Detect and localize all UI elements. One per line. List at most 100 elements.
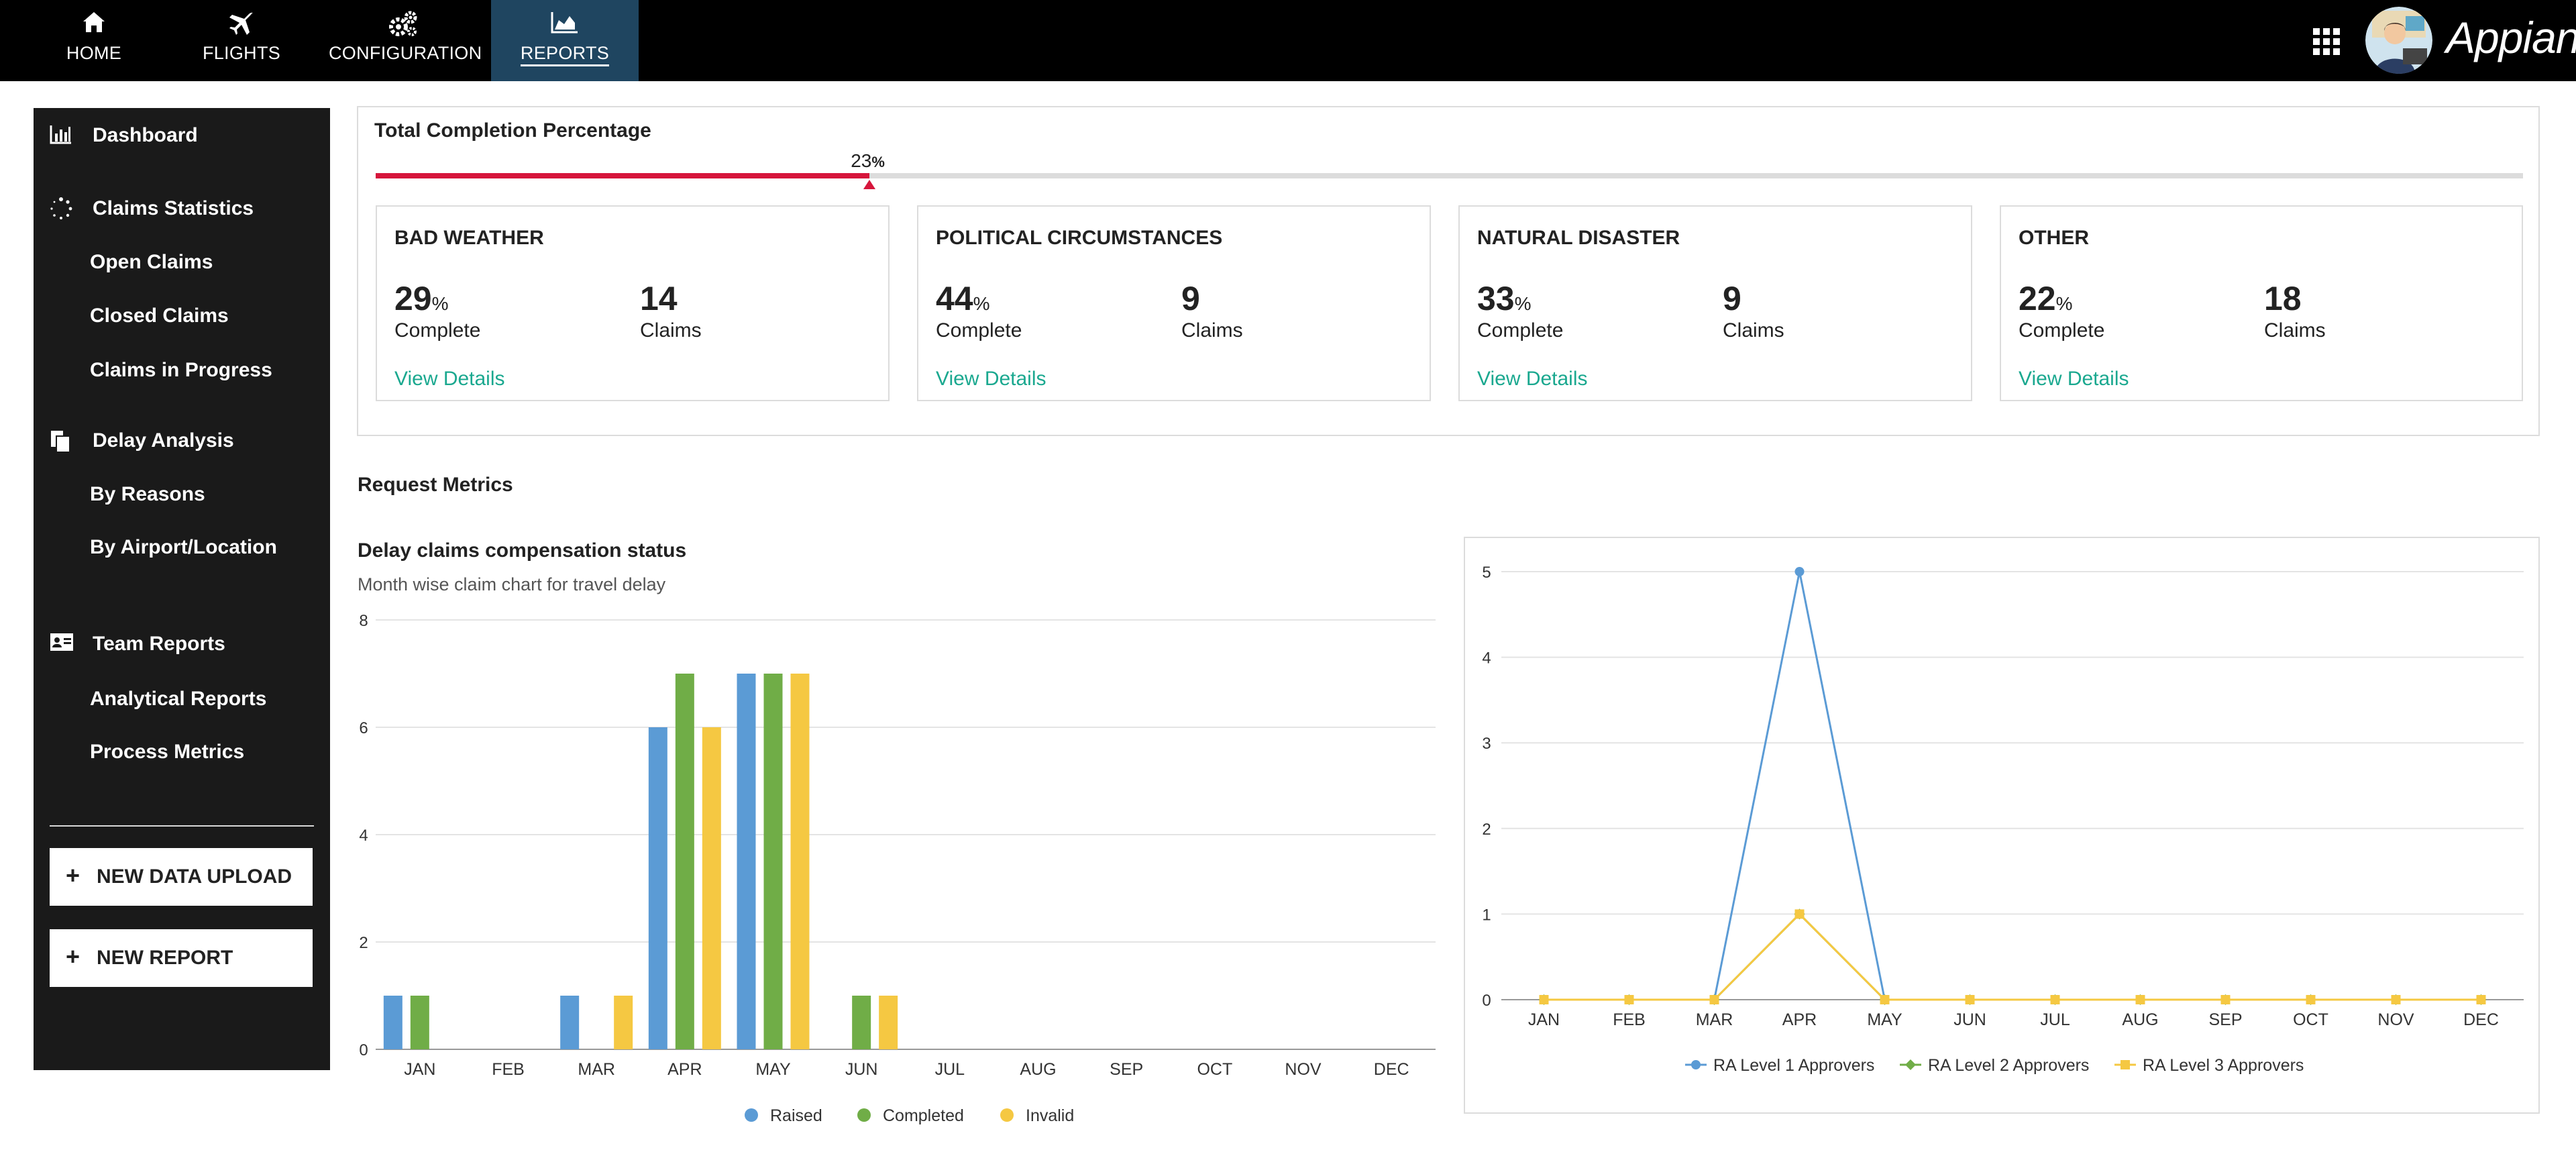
gears-icon	[329, 11, 478, 38]
spinner-icon	[50, 197, 74, 221]
line-x-tick-label: APR	[1782, 1010, 1817, 1029]
id-card-icon	[50, 633, 74, 657]
percent-unit: %	[973, 293, 990, 314]
line-point-ra-level-1-approvers	[1794, 567, 1805, 576]
line-y-tick-label: 2	[1482, 821, 1491, 839]
claims-label: Claims	[1723, 319, 1784, 341]
completion-value: 23	[851, 150, 872, 171]
bar-raised	[383, 996, 402, 1049]
claims-count: 9	[1181, 280, 1200, 317]
view-details-link[interactable]: View Details	[936, 368, 1046, 390]
sidebar-item-open-claims[interactable]: Open Claims	[34, 251, 330, 278]
sidebar-item-closed-claims[interactable]: Closed Claims	[34, 305, 330, 331]
legend-label-ra-level-2-approvers: RA Level 2 Approvers	[1928, 1056, 2089, 1075]
percent-unit: %	[1514, 293, 1532, 314]
nav-tab-label: FLIGHTS	[202, 43, 281, 63]
line-y-tick-label: 5	[1482, 564, 1491, 582]
nav-tab-reports[interactable]: REPORTS	[491, 0, 639, 81]
line-x-tick-label: JUL	[2040, 1010, 2070, 1029]
view-details-link[interactable]: View Details	[1477, 368, 1588, 390]
claims-label: Claims	[640, 319, 702, 341]
legend-marker-ra-level-2-approvers	[1905, 1059, 1916, 1070]
line-y-tick-label: 3	[1482, 735, 1491, 753]
sidebar-item-delay-analysis[interactable]: Delay Analysis	[34, 429, 330, 456]
bar-invalid	[879, 996, 898, 1049]
line-point-ra-level-3-approvers	[2391, 995, 2401, 1004]
sidebar-item-label: Team Reports	[93, 633, 225, 655]
category-card-bad-weather: BAD WEATHER 29% Complete 14 Claims View …	[376, 205, 890, 401]
bar-y-tick-label: 4	[359, 827, 368, 845]
percent-value: 22	[2019, 280, 2056, 317]
legend-label-ra-level-3-approvers: RA Level 3 Approvers	[2143, 1056, 2304, 1075]
top-navigation-bar: HOME FLIGHTS CONFIGURATION REPORTS	[0, 0, 2576, 81]
app-grid-icon[interactable]	[2313, 28, 2340, 55]
request-metrics-title: Request Metrics	[358, 474, 513, 496]
claims-count: 18	[2264, 280, 2302, 317]
completion-title: Total Completion Percentage	[374, 119, 651, 142]
nav-tab-home[interactable]: HOME	[47, 0, 141, 81]
bar-y-tick-label: 8	[359, 612, 368, 630]
completion-progress-fill	[376, 173, 870, 178]
bar-x-tick-label: JUN	[845, 1060, 878, 1079]
line-x-tick-label: MAR	[1696, 1010, 1733, 1029]
button-label: NEW REPORT	[97, 947, 233, 969]
nav-tab-configuration[interactable]: CONFIGURATION	[329, 0, 482, 81]
category-percent: 29%	[394, 279, 449, 318]
sidebar-item-dashboard[interactable]: Dashboard	[34, 124, 330, 151]
line-y-tick-label: 1	[1482, 906, 1491, 924]
legend-label-invalid: Invalid	[1026, 1106, 1074, 1125]
bar-x-tick-label: MAR	[578, 1060, 615, 1079]
category-name: POLITICAL CIRCUMSTANCES	[936, 227, 1223, 249]
new-report-button[interactable]: + NEW REPORT	[50, 929, 313, 987]
bar-x-tick-label: FEB	[492, 1060, 525, 1079]
user-avatar-icon[interactable]	[2365, 7, 2432, 74]
bar-x-tick-label: JUL	[935, 1060, 965, 1079]
line-series-ra-level-1-approvers	[1544, 571, 2481, 1001]
category-card-natural-disaster: NATURAL DISASTER 33% Complete 9 Claims V…	[1458, 205, 1972, 401]
percent-value: 29	[394, 280, 432, 317]
bar-chart: 0 2 4 6 8 JAN FEB MAR APR MAY JUN JUL AUG SEP OCT NOV DE…	[359, 612, 1436, 1125]
sidebar-item-process-metrics[interactable]: Process Metrics	[34, 741, 330, 768]
nav-tab-flights[interactable]: FLIGHTS	[195, 0, 288, 81]
bar-completed	[763, 674, 783, 1049]
line-point-ra-level-3-approvers	[1709, 995, 1719, 1004]
line-point-ra-level-3-approvers	[1965, 995, 1975, 1004]
bar-chart-subtitle: Month wise claim chart for travel delay	[358, 574, 666, 594]
bar-x-tick-label: APR	[667, 1060, 702, 1079]
sidebar-item-label: Process Metrics	[90, 741, 245, 763]
bar-chart-icon	[50, 124, 74, 148]
bar-x-tick-label: NOV	[1285, 1060, 1322, 1079]
category-percent: 22%	[2019, 279, 2073, 318]
bar-x-tick-label: MAY	[755, 1060, 791, 1079]
line-point-ra-level-3-approvers	[2050, 995, 2060, 1004]
line-point-ra-level-3-approvers	[2135, 995, 2145, 1004]
percent-value: 44	[936, 280, 973, 317]
sidebar-item-team-reports[interactable]: Team Reports	[34, 633, 330, 660]
complete-label: Complete	[936, 319, 1022, 341]
legend-marker-invalid	[1000, 1108, 1014, 1122]
view-details-link[interactable]: View Details	[2019, 368, 2129, 390]
line-series-ra-level-3-approvers	[1544, 912, 2481, 1001]
sidebar-item-by-reasons[interactable]: By Reasons	[34, 483, 330, 510]
button-label: NEW DATA UPLOAD	[97, 865, 292, 888]
sidebar-item-by-airport-location[interactable]: By Airport/Location	[34, 536, 330, 563]
progress-pointer-icon	[863, 180, 876, 189]
sidebar: Dashboard Claims Statistics Open Claims …	[34, 108, 330, 1070]
line-point-ra-level-3-approvers	[2220, 995, 2231, 1004]
sidebar-item-analytical-reports[interactable]: Analytical Reports	[34, 688, 330, 715]
bar-x-tick-label: AUG	[1020, 1060, 1056, 1079]
sidebar-item-claims-statistics[interactable]: Claims Statistics	[34, 197, 330, 224]
sidebar-item-claims-in-progress[interactable]: Claims in Progress	[34, 359, 330, 386]
completion-value-label: 23%	[851, 150, 885, 172]
line-point-ra-level-3-approvers	[2306, 995, 2316, 1004]
bar-invalid	[614, 996, 633, 1049]
new-data-upload-button[interactable]: + NEW DATA UPLOAD	[50, 848, 313, 906]
line-point-ra-level-3-approvers	[1794, 909, 1805, 919]
area-chart-icon	[491, 11, 639, 38]
sidebar-divider	[50, 825, 314, 827]
bar-y-tick-label: 6	[359, 719, 368, 737]
view-details-link[interactable]: View Details	[394, 368, 505, 390]
category-card-political-circumstances: POLITICAL CIRCUMSTANCES 44% Complete 9 C…	[917, 205, 1431, 401]
line-x-tick-label: MAY	[1867, 1010, 1902, 1029]
line-series-ra-level-2-approvers	[1544, 912, 2481, 1001]
